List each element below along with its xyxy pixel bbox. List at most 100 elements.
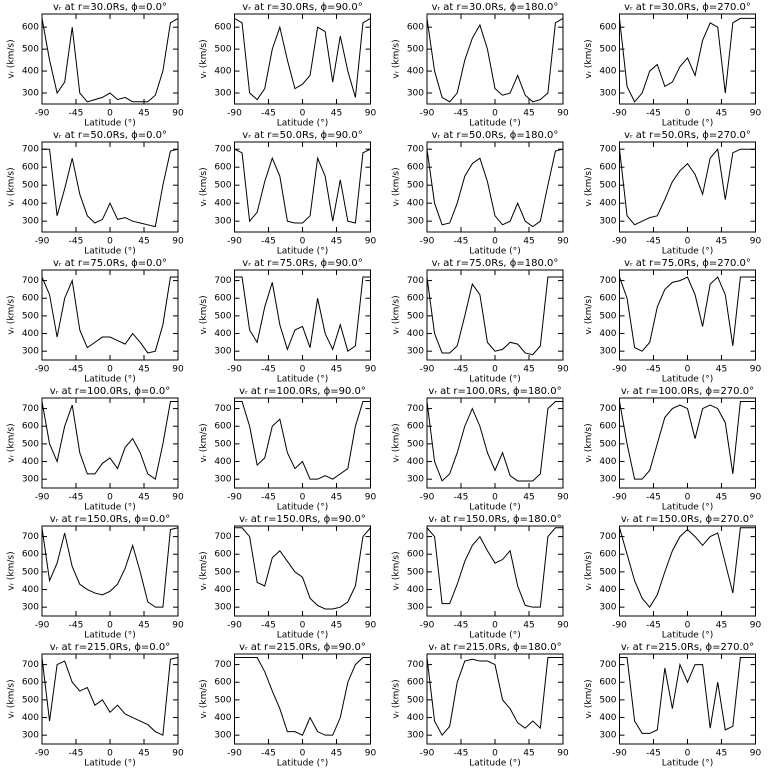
axes-frame [234,397,371,489]
y-tick-label: 700 [214,532,231,542]
x-tick-label: -45 [454,237,469,247]
x-tick-label: 45 [138,749,149,759]
axes-frame [426,653,564,745]
y-tick-label: 500 [599,439,616,449]
data-line [619,657,756,734]
y-axis-label: vᵣ (km/s) [584,167,594,206]
x-tick-label: 0 [492,749,498,759]
x-tick-label: -45 [646,109,661,119]
panel-title: vᵣ at r=150.0Rs, ϕ=270.0° [621,514,754,525]
y-tick-label: 500 [407,181,424,191]
y-tick-label: 300 [599,731,616,741]
y-axis-label: vᵣ (km/s) [584,39,594,78]
x-tick-label: -90 [35,621,50,631]
y-tick-label: 300 [22,731,39,741]
axes-frame [426,525,564,617]
y-tick-label: 700 [22,404,39,414]
y-tick-label: 400 [22,199,39,209]
y-tick-label: 700 [22,532,39,542]
x-tick-label: 0 [300,493,306,503]
y-tick-label: 600 [22,163,39,173]
y-tick-label: 600 [22,422,39,432]
x-tick-label: -90 [612,493,627,503]
x-tick-label: 90 [365,749,377,759]
x-tick-label: 90 [557,365,569,375]
panel: vᵣ at r=150.0Rs, ϕ=90.0° -90 -45 0 45 90 300 40… [199,514,376,641]
y-tick-label: 400 [22,713,39,723]
y-tick-label: 300 [214,475,231,485]
y-tick-label: 500 [599,567,616,577]
y-tick-label: 400 [407,713,424,723]
x-tick-label: 45 [716,621,727,631]
data-line [426,148,564,228]
x-tick-label: -90 [420,749,435,759]
data-line [41,276,178,354]
x-tick-label: -45 [261,749,276,759]
y-tick-label: 400 [22,67,39,77]
x-tick-label: 45 [331,493,342,503]
axes-frame [426,269,564,361]
panel: vᵣ at r=100.0Rs, ϕ=90.0° -90 -45 0 45 90 300 40… [199,386,376,513]
axes-frame [234,653,371,745]
y-tick-label: 300 [599,347,616,357]
panel: vᵣ at r=30.0Rs, ϕ=0.0° -90 -45 0 45 90 300 400 5… [7,2,184,129]
panel-title: vᵣ at r=50.0Rs, ϕ=270.0° [624,130,751,141]
x-tick-label: 0 [492,493,498,503]
x-tick-label: 45 [138,365,149,375]
y-tick-label: 700 [214,660,231,670]
x-tick-label: 0 [300,237,306,247]
data-line [426,17,564,103]
panel: vᵣ at r=100.0Rs, ϕ=0.0° -90 -45 0 45 90 300 400… [7,386,184,513]
axes-frame [234,13,371,105]
x-tick-label: -90 [612,749,627,759]
y-tick-label: 600 [214,163,231,173]
x-tick-label: -45 [646,621,661,631]
y-tick-label: 500 [599,695,616,705]
y-tick-label: 300 [214,731,231,741]
y-tick-label: 300 [22,475,39,485]
panel: vᵣ at r=50.0Rs, ϕ=180.0° -90 -45 0 45 90 300 40… [392,130,569,257]
axes-frame [426,13,564,105]
x-tick-label: 45 [523,621,534,631]
x-tick-label: -45 [261,621,276,631]
y-tick-label: 700 [599,404,616,414]
axes-frame [41,653,179,745]
y-tick-label: 300 [214,217,231,227]
x-tick-label: -90 [420,237,435,247]
y-axis-label: vᵣ (km/s) [199,295,209,334]
x-tick-label: 45 [331,749,342,759]
x-tick-label: 45 [138,621,149,631]
y-tick-label: 700 [407,276,424,286]
y-tick-label: 700 [214,145,231,155]
y-tick-label: 300 [407,731,424,741]
y-tick-label: 600 [407,550,424,560]
y-tick-label: 300 [599,603,616,613]
y-tick-label: 600 [214,550,231,560]
y-tick-label: 400 [599,199,616,209]
x-tick-label: 0 [300,749,306,759]
axes-frame [426,141,564,233]
panel: vᵣ at r=75.0Rs, ϕ=270.0° -90 -45 0 45 90 300 40… [584,258,761,385]
y-tick-label: 400 [599,67,616,77]
x-tick-label: 90 [557,493,569,503]
panel-title: vᵣ at r=150.0Rs, ϕ=0.0° [50,514,170,525]
panel: vᵣ at r=75.0Rs, ϕ=0.0° -90 -45 0 45 90 300 400 5… [7,258,184,385]
data-line [234,17,371,101]
x-tick-label: 45 [716,237,727,247]
data-line [41,527,179,608]
data-line [619,401,756,480]
panel-title: vᵣ at r=30.0Rs, ϕ=90.0° [242,2,362,13]
x-tick-label: -45 [261,237,276,247]
y-tick-label: 600 [407,163,424,173]
y-tick-label: 500 [22,311,39,321]
y-tick-label: 600 [407,294,424,304]
y-tick-label: 600 [599,23,616,33]
x-tick-label: -45 [69,109,84,119]
x-tick-label: 0 [492,109,498,119]
x-tick-label: -90 [612,621,627,631]
x-tick-label: 0 [300,365,306,375]
x-tick-label: -90 [35,749,50,759]
axes-frame [41,397,179,489]
x-axis-label: Latitude (°) [469,759,520,768]
